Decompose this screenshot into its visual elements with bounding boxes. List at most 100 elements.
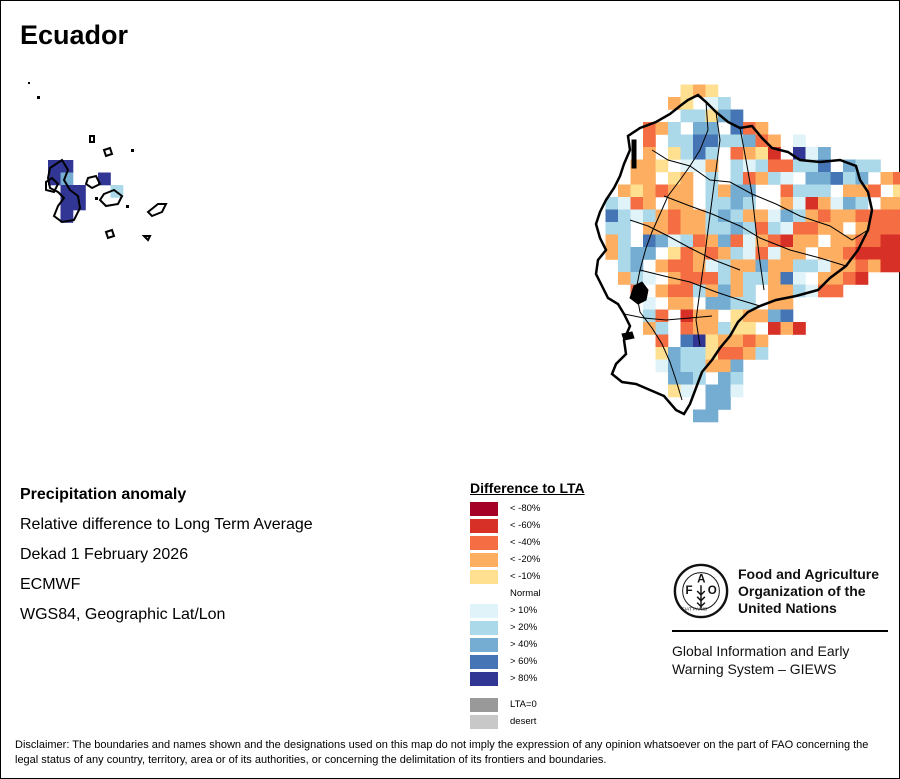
grid-cell	[893, 259, 900, 273]
grid-cell	[755, 172, 769, 185]
grid-cell	[793, 222, 806, 235]
grid-cell	[705, 184, 719, 198]
grid-cell	[843, 272, 856, 285]
legend-item: > 20%	[470, 619, 585, 636]
legend-item: < -80%	[470, 500, 585, 517]
grid-cell	[743, 134, 756, 148]
grid-cell	[768, 322, 781, 335]
grid-cell	[805, 184, 819, 198]
grid-cell	[818, 259, 831, 273]
grid-cell	[830, 247, 844, 260]
grid-cell	[693, 309, 706, 323]
grid-cell	[60, 185, 74, 198]
legend-item: > 40%	[470, 636, 585, 653]
grid-cell	[793, 159, 806, 173]
grid-cell	[818, 209, 831, 223]
grid-cell	[680, 147, 694, 160]
island-espanola	[141, 235, 152, 242]
mainland-outline	[594, 93, 874, 416]
grid-cell	[668, 209, 681, 223]
grid-cell	[643, 309, 656, 323]
province-boundary	[663, 195, 847, 267]
grid-cell	[605, 247, 619, 260]
grid-cell	[730, 347, 744, 360]
grid-cell	[880, 247, 894, 260]
grid-cell	[693, 84, 706, 98]
grid-cell	[680, 184, 694, 198]
grid-cell	[693, 159, 706, 173]
grid-cell	[793, 272, 806, 285]
grid-cell	[680, 259, 694, 273]
legend-item: Normal	[470, 585, 585, 602]
legend-item: < -40%	[470, 534, 585, 551]
grid-cell	[668, 259, 681, 273]
grid-cell	[768, 159, 781, 173]
grid-cell	[668, 147, 681, 160]
grid-cell	[730, 222, 744, 235]
grid-cell	[655, 359, 669, 373]
map-canvas	[28, 82, 900, 423]
province-boundary	[629, 219, 741, 271]
grid-cell	[805, 197, 819, 210]
grid-cell	[818, 172, 831, 185]
coast-island	[621, 331, 635, 341]
grid-cell	[893, 197, 900, 210]
grid-cell	[730, 184, 744, 198]
grid-cell	[680, 222, 694, 235]
grid-cell	[755, 122, 769, 135]
grid-cell	[718, 222, 731, 235]
grid-cell	[730, 272, 744, 285]
grid-cell	[643, 247, 656, 260]
grid-cell	[693, 209, 706, 223]
legend-label: < -20%	[510, 554, 541, 565]
grid-cell	[680, 159, 694, 173]
grid-cell	[718, 109, 731, 123]
grid-cell	[780, 272, 794, 285]
grid-cell	[730, 134, 744, 148]
grid-cell	[718, 322, 731, 335]
grid-cell	[668, 134, 681, 148]
grid-cell	[718, 184, 731, 198]
grid-cell	[680, 384, 694, 398]
grid-cell	[655, 234, 669, 248]
grid-cell	[655, 284, 669, 298]
grid-cell	[805, 147, 819, 160]
grid-cell	[755, 259, 769, 273]
grid-cell	[818, 197, 831, 210]
grid-cell	[793, 322, 806, 335]
grid-cell	[743, 284, 756, 298]
grid-cell	[668, 347, 681, 360]
grid-cell	[730, 372, 744, 385]
legend-swatch	[470, 603, 498, 618]
grid-cell	[618, 222, 631, 235]
fao-logo-icon: F A O FIAT PANIS	[673, 563, 729, 619]
grid-cell	[855, 197, 869, 210]
grid-cell	[643, 134, 656, 148]
grid-cell	[643, 322, 656, 335]
info-source: ECMWF	[20, 576, 81, 593]
grid-cell	[60, 210, 74, 223]
grid-cell	[718, 234, 731, 248]
giews-line2: Warning System – GIEWS	[672, 661, 837, 677]
grid-cell	[743, 234, 756, 248]
grid-cell	[743, 184, 756, 198]
grid-cell	[705, 247, 719, 260]
map-title: Ecuador	[20, 20, 129, 50]
grid-cell	[618, 259, 631, 273]
grid-cell	[880, 209, 894, 223]
grid-cell	[668, 284, 681, 298]
fao-name-line3: United Nations	[738, 599, 837, 616]
grid-cell	[818, 147, 831, 160]
legend-swatch	[470, 569, 498, 584]
grid-cell	[643, 234, 656, 248]
grid-cell	[780, 259, 794, 273]
grid-cell	[655, 159, 669, 173]
grid-cell	[893, 209, 900, 223]
grid-cell	[743, 247, 756, 260]
grid-cell	[730, 197, 744, 210]
grid-cell	[743, 159, 756, 173]
grid-cell	[780, 322, 794, 335]
grid-cell	[705, 84, 719, 98]
island-santa-cruz	[98, 188, 124, 208]
legend-swatch	[470, 501, 498, 516]
